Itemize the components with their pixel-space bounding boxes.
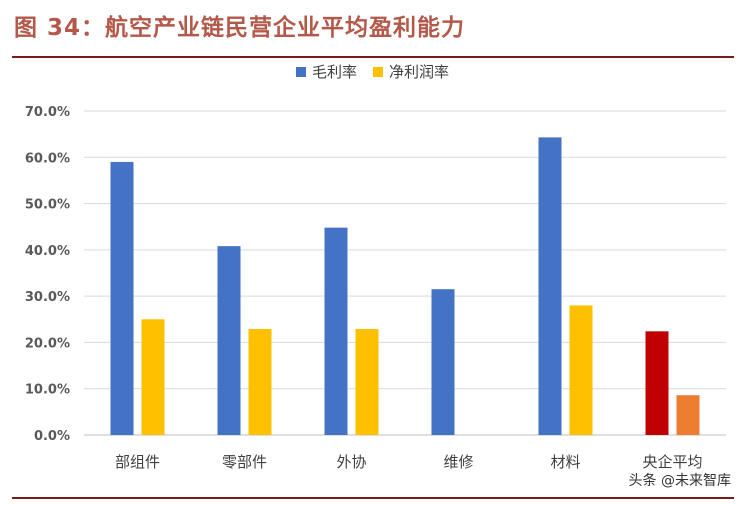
- y-tick-label: 40.0%: [25, 244, 70, 259]
- legend-item-gross: 毛利率: [295, 61, 357, 82]
- y-tick-label: 30.0%: [25, 290, 70, 305]
- x-tick-label: 零部件: [222, 453, 267, 471]
- watermark: 头条 @未来智库: [628, 473, 731, 489]
- x-tick-label: 央企平均: [642, 453, 702, 471]
- bar-net-margin: [676, 395, 700, 435]
- legend-swatch-net: [373, 66, 383, 77]
- bar-gross-margin: [538, 137, 562, 435]
- bar-net-margin: [248, 329, 272, 435]
- x-tick-label: 材料: [550, 453, 580, 471]
- legend-label-net: 净利润率: [389, 63, 450, 81]
- x-tick-label: 部组件: [115, 453, 160, 471]
- legend-item-net: 净利润率: [373, 61, 449, 82]
- bar-net-margin: [569, 305, 593, 435]
- bar-gross-margin: [110, 161, 134, 435]
- legend-label-gross: 毛利率: [311, 63, 357, 81]
- y-tick-label: 70.0%: [25, 105, 70, 120]
- figure-title: 图 34：航空产业链民营企业平均盈利能力: [14, 15, 466, 41]
- y-tick-label: 60.0%: [25, 151, 70, 166]
- y-tick-label: 20.0%: [25, 336, 70, 351]
- legend-swatch-gross: [295, 66, 306, 77]
- bar-net-margin: [355, 329, 379, 435]
- y-tick-label: 10.0%: [25, 383, 70, 398]
- y-tick-label: 0.0%: [34, 429, 70, 444]
- bar-gross-margin: [217, 246, 241, 435]
- y-tick-label: 50.0%: [25, 198, 70, 213]
- chart-legend: 毛利率 净利润率: [0, 61, 745, 82]
- top-rule: [12, 56, 734, 58]
- x-tick-label: 维修: [443, 453, 473, 471]
- bar-gross-margin: [324, 227, 348, 435]
- bar-gross-margin: [645, 331, 669, 435]
- bar-gross-margin: [431, 289, 455, 435]
- bottom-rule: [12, 497, 734, 499]
- bar-net-margin: [141, 319, 165, 435]
- x-tick-label: 外协: [336, 453, 366, 471]
